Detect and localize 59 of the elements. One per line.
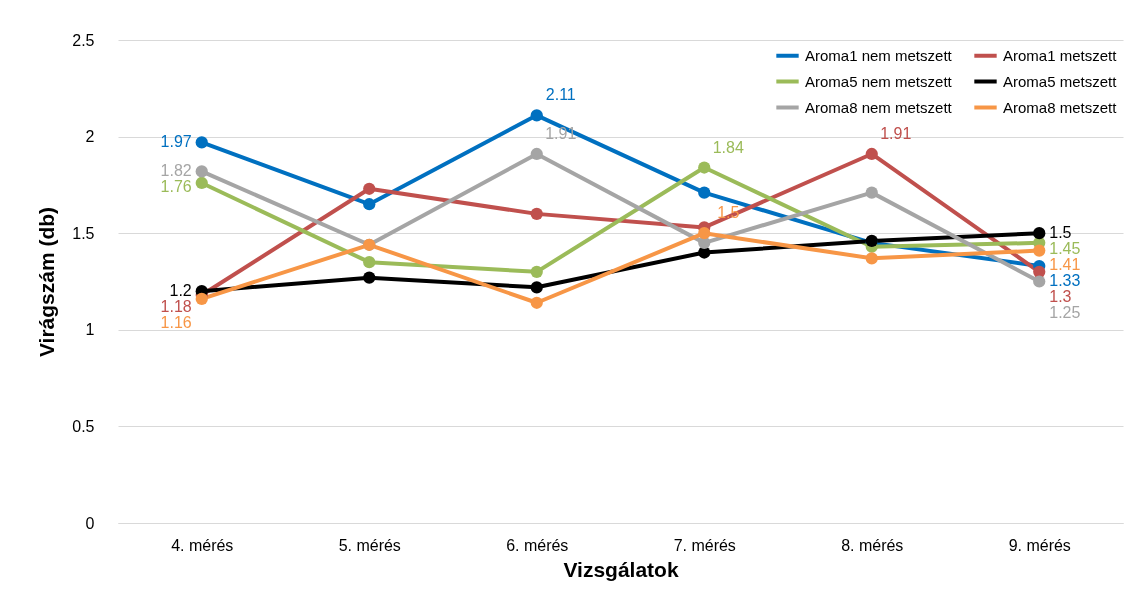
x-tick-label: 5. mérés: [338, 536, 401, 554]
data-label: 1.97: [160, 133, 192, 151]
legend-label: Aroma5 nem metszett: [805, 72, 953, 90]
point: [865, 252, 878, 265]
point: [195, 176, 208, 190]
y-axis-title: Virágszám (db): [35, 206, 59, 358]
point: [195, 292, 208, 305]
point: [530, 296, 543, 309]
data-label: 1.82: [160, 162, 192, 180]
point: [195, 165, 208, 178]
x-axis-title: Vizsgálatok: [563, 557, 679, 581]
point: [530, 109, 543, 122]
y-tick-label: 0.5: [72, 417, 95, 435]
data-label: 1.2: [169, 282, 192, 300]
data-label: 1.16: [160, 314, 192, 332]
x-tick-label: 7. mérés: [673, 536, 736, 554]
legend-label: Aroma8 metszett: [1003, 98, 1118, 116]
y-tick-label: 0: [85, 514, 95, 532]
point: [363, 271, 376, 284]
legend-label: Aroma1 metszett: [1003, 46, 1118, 64]
data-label: 1.25: [1049, 304, 1081, 322]
point: [1033, 244, 1046, 257]
data-label: 1.41: [1049, 256, 1081, 274]
point: [1033, 227, 1046, 240]
data-label: 2.11: [545, 86, 576, 104]
data-label: 1.18: [160, 298, 192, 316]
x-tick-label: 6. mérés: [506, 536, 569, 554]
x-tick-label: 4. mérés: [171, 536, 234, 554]
legend-label: Aroma8 nem metszett: [805, 98, 953, 116]
data-label: 1.84: [712, 138, 744, 156]
x-tick-label: 8. mérés: [841, 536, 904, 554]
point: [363, 256, 376, 269]
point: [530, 281, 543, 294]
data-label: 1.91: [545, 124, 577, 142]
point: [698, 186, 711, 199]
point: [698, 227, 711, 240]
point: [865, 147, 878, 161]
data-label: 1.33: [1049, 272, 1081, 290]
data-label: 1.5: [1049, 224, 1072, 242]
y-tick-label: 2.5: [72, 31, 95, 49]
point: [195, 136, 208, 149]
data-label: 1.91: [880, 124, 912, 142]
y-tick-label: 2: [85, 128, 95, 146]
x-tick-label: 9. mérés: [1008, 536, 1071, 554]
y-tick-label: 1: [85, 321, 95, 339]
point: [530, 147, 543, 161]
point: [530, 265, 543, 278]
data-label: 1.3: [1049, 288, 1072, 306]
legend-label: Aroma1 nem metszett: [805, 46, 953, 64]
point: [363, 198, 376, 211]
point: [1033, 275, 1046, 288]
data-label: 1.45: [1049, 240, 1081, 258]
data-label: 1.76: [160, 178, 192, 196]
point: [530, 207, 543, 220]
y-tick-label: 1.5: [72, 224, 95, 242]
point: [698, 161, 711, 174]
legend-label: Aroma5 metszett: [1003, 72, 1118, 90]
point: [363, 182, 376, 195]
point: [865, 186, 878, 199]
